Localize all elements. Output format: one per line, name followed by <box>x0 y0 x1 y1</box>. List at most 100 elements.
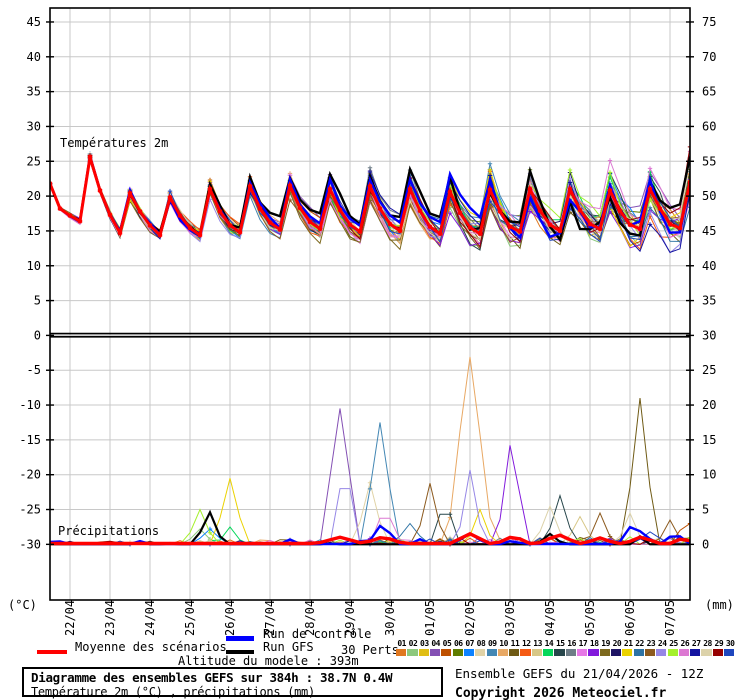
perturbation-swatches <box>396 649 740 656</box>
model-altitude-note: Altitude du modele : 393m <box>178 654 359 668</box>
pert-swatch <box>396 649 407 656</box>
pert-number: 18 <box>589 639 599 648</box>
pert-swatch <box>678 649 689 656</box>
svg-text:29/04: 29/04 <box>343 600 357 636</box>
gfs-legend-swatch <box>226 650 254 654</box>
run-info: Ensemble GEFS du 21/04/2026 - 12Z <box>455 666 704 681</box>
svg-text:65: 65 <box>702 85 716 99</box>
temperature-panel-title: Températures 2m <box>60 136 168 150</box>
svg-text:0: 0 <box>702 537 709 551</box>
pert-swatch <box>429 649 441 656</box>
perturbation-numbers: 01 02 03 04 05 06 07 08 09 10 11 12 13 14 15 16 17 18 19 20… <box>396 639 740 648</box>
perts-count-label: 30 Perts. <box>341 643 407 657</box>
pert-number: 27 <box>691 639 701 648</box>
pert-swatch <box>554 649 565 656</box>
pert-number: 06 <box>453 639 463 648</box>
pert-swatch <box>712 649 723 656</box>
svg-text:10: 10 <box>27 259 41 273</box>
pert-swatch <box>724 649 735 656</box>
control-legend-label: Run de contrôle <box>263 627 372 641</box>
pert-swatch <box>452 649 463 656</box>
copyright: Copyright 2026 Meteociel.fr <box>455 686 667 700</box>
svg-text:55: 55 <box>702 154 716 168</box>
pert-number: 13 <box>533 639 542 648</box>
svg-text:05/05: 05/05 <box>583 600 597 636</box>
svg-text:-30: -30 <box>19 537 41 551</box>
svg-text:15: 15 <box>702 433 716 447</box>
svg-text:50: 50 <box>702 189 716 203</box>
svg-text:06/05: 06/05 <box>623 600 637 636</box>
svg-text:35: 35 <box>27 85 41 99</box>
svg-text:25: 25 <box>702 363 716 377</box>
svg-text:70: 70 <box>702 50 716 64</box>
pert-number: 08 <box>476 639 486 648</box>
pert-number: 01 <box>397 639 406 648</box>
svg-text:5: 5 <box>34 294 41 308</box>
svg-text:30: 30 <box>702 328 716 342</box>
svg-text:-25: -25 <box>19 503 41 517</box>
gfs-legend-label: Run GFS <box>263 640 314 654</box>
pert-swatch <box>463 649 475 656</box>
pert-swatch <box>633 649 644 656</box>
pert-number: 26 <box>680 639 690 648</box>
svg-text:03/05: 03/05 <box>503 600 517 636</box>
pert-swatch <box>475 649 486 656</box>
svg-text:60: 60 <box>702 119 716 133</box>
pert-swatch <box>588 649 599 656</box>
ensemble-chart: 454035302520151050-5-10-15-20-25-3075706… <box>8 7 734 636</box>
pert-swatch <box>497 649 508 656</box>
svg-text:20: 20 <box>27 189 41 203</box>
pert-swatch <box>520 649 531 656</box>
svg-text:25: 25 <box>27 154 41 168</box>
svg-text:25/04: 25/04 <box>183 600 197 636</box>
pert-swatch <box>418 649 429 656</box>
diagram-title: Diagramme des ensembles GEFS sur 384h : … <box>31 670 393 685</box>
pert-swatch <box>599 649 610 656</box>
pert-number: 22 <box>635 639 644 648</box>
svg-text:27/04: 27/04 <box>263 600 277 636</box>
svg-text:5: 5 <box>702 503 709 517</box>
pert-swatch <box>577 649 588 656</box>
pert-number: 29 <box>714 639 724 648</box>
svg-text:40: 40 <box>27 50 41 64</box>
svg-text:10: 10 <box>702 468 716 482</box>
svg-text:35: 35 <box>702 294 716 308</box>
pert-swatch <box>701 649 712 656</box>
svg-text:75: 75 <box>702 15 716 29</box>
pert-number: 16 <box>567 639 576 648</box>
svg-text:0: 0 <box>34 328 41 342</box>
svg-text:02/05: 02/05 <box>463 600 477 636</box>
pert-number: 11 <box>510 639 520 648</box>
pert-number: 07 <box>465 639 474 648</box>
pert-swatch <box>565 649 576 656</box>
svg-text:30: 30 <box>27 119 41 133</box>
pert-number: 14 <box>544 639 554 648</box>
pert-number: 02 <box>408 639 418 648</box>
svg-text:40: 40 <box>702 259 716 273</box>
svg-text:-20: -20 <box>19 468 41 482</box>
pert-swatch <box>486 649 497 656</box>
pert-swatch <box>407 649 418 656</box>
pert-number: 24 <box>657 639 667 648</box>
svg-text:04/05: 04/05 <box>543 600 557 636</box>
pert-number: 15 <box>555 639 565 648</box>
pert-number: 10 <box>499 639 508 648</box>
pert-swatch <box>509 649 520 656</box>
svg-text:-10: -10 <box>19 398 41 412</box>
diagram-title-box: Diagramme des ensembles GEFS sur 384h : … <box>22 667 443 699</box>
pert-swatch <box>667 649 678 656</box>
pert-number: 12 <box>521 639 531 648</box>
pert-swatch <box>656 649 667 656</box>
pert-number: 04 <box>431 639 440 648</box>
svg-text:15: 15 <box>27 224 41 238</box>
svg-text:45: 45 <box>27 15 41 29</box>
svg-text:26/04: 26/04 <box>223 600 237 636</box>
svg-text:28/04: 28/04 <box>303 600 317 636</box>
pert-swatch <box>531 649 542 656</box>
pert-number: 05 <box>442 639 452 648</box>
diagram-subtitle: Température 2m (°C) , précipitations (mm… <box>31 685 315 699</box>
pert-swatch <box>690 649 701 656</box>
mean-legend-label: Moyenne des scénarios <box>75 640 227 654</box>
pert-number: 25 <box>669 639 678 648</box>
